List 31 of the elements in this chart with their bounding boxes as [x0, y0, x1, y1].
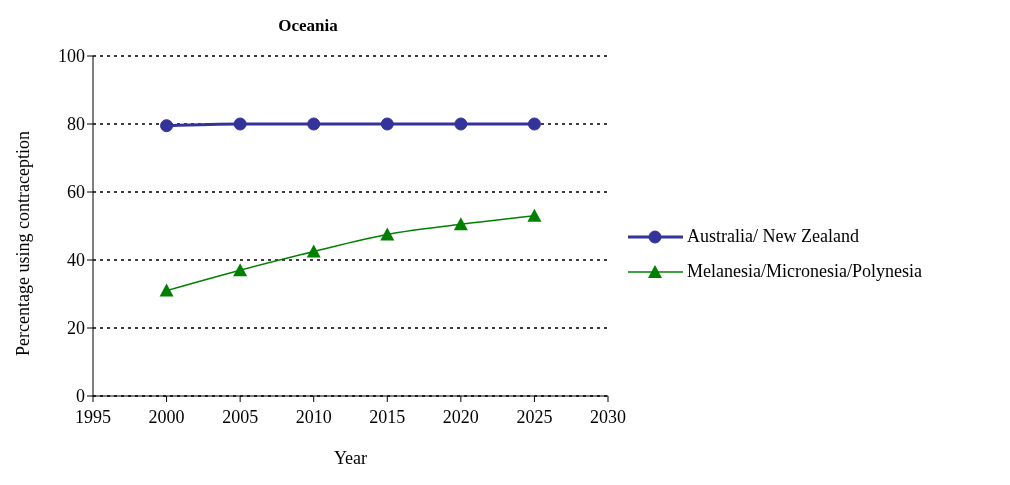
point [233, 117, 247, 131]
y-tick-label: 40 [67, 250, 85, 271]
point [307, 117, 321, 131]
legend-label: Australia/ New Zealand [687, 226, 859, 247]
x-tick-label: 2000 [148, 406, 185, 427]
point [306, 244, 321, 258]
point [527, 117, 541, 131]
x-tick-label: 2010 [295, 406, 332, 427]
point [453, 217, 468, 231]
y-tick-label: 0 [76, 386, 85, 407]
point [527, 208, 542, 222]
x-tick-label: 2015 [369, 406, 406, 427]
point [380, 227, 395, 241]
legend-label: Melanesia/Micronesia/Polynesia [687, 261, 922, 282]
x-tick-label: 1995 [75, 406, 111, 427]
x-tick-label: 2005 [222, 406, 259, 427]
x-tick-label: 2030 [590, 406, 626, 427]
point [233, 263, 248, 277]
y-tick-label: 60 [67, 182, 85, 203]
chart-title: Oceania [277, 15, 339, 37]
point [454, 117, 468, 131]
point [380, 117, 394, 131]
y-tick-label: 80 [67, 114, 85, 135]
y-tick-label: 20 [67, 318, 85, 339]
x-axis-title: Year [333, 447, 368, 468]
point [159, 283, 174, 297]
y-axis-title: Percentage using contraception [13, 131, 34, 356]
point [160, 119, 174, 133]
x-tick-label: 2020 [442, 406, 479, 427]
y-tick-label: 100 [58, 46, 85, 67]
x-tick-label: 2025 [516, 406, 553, 427]
